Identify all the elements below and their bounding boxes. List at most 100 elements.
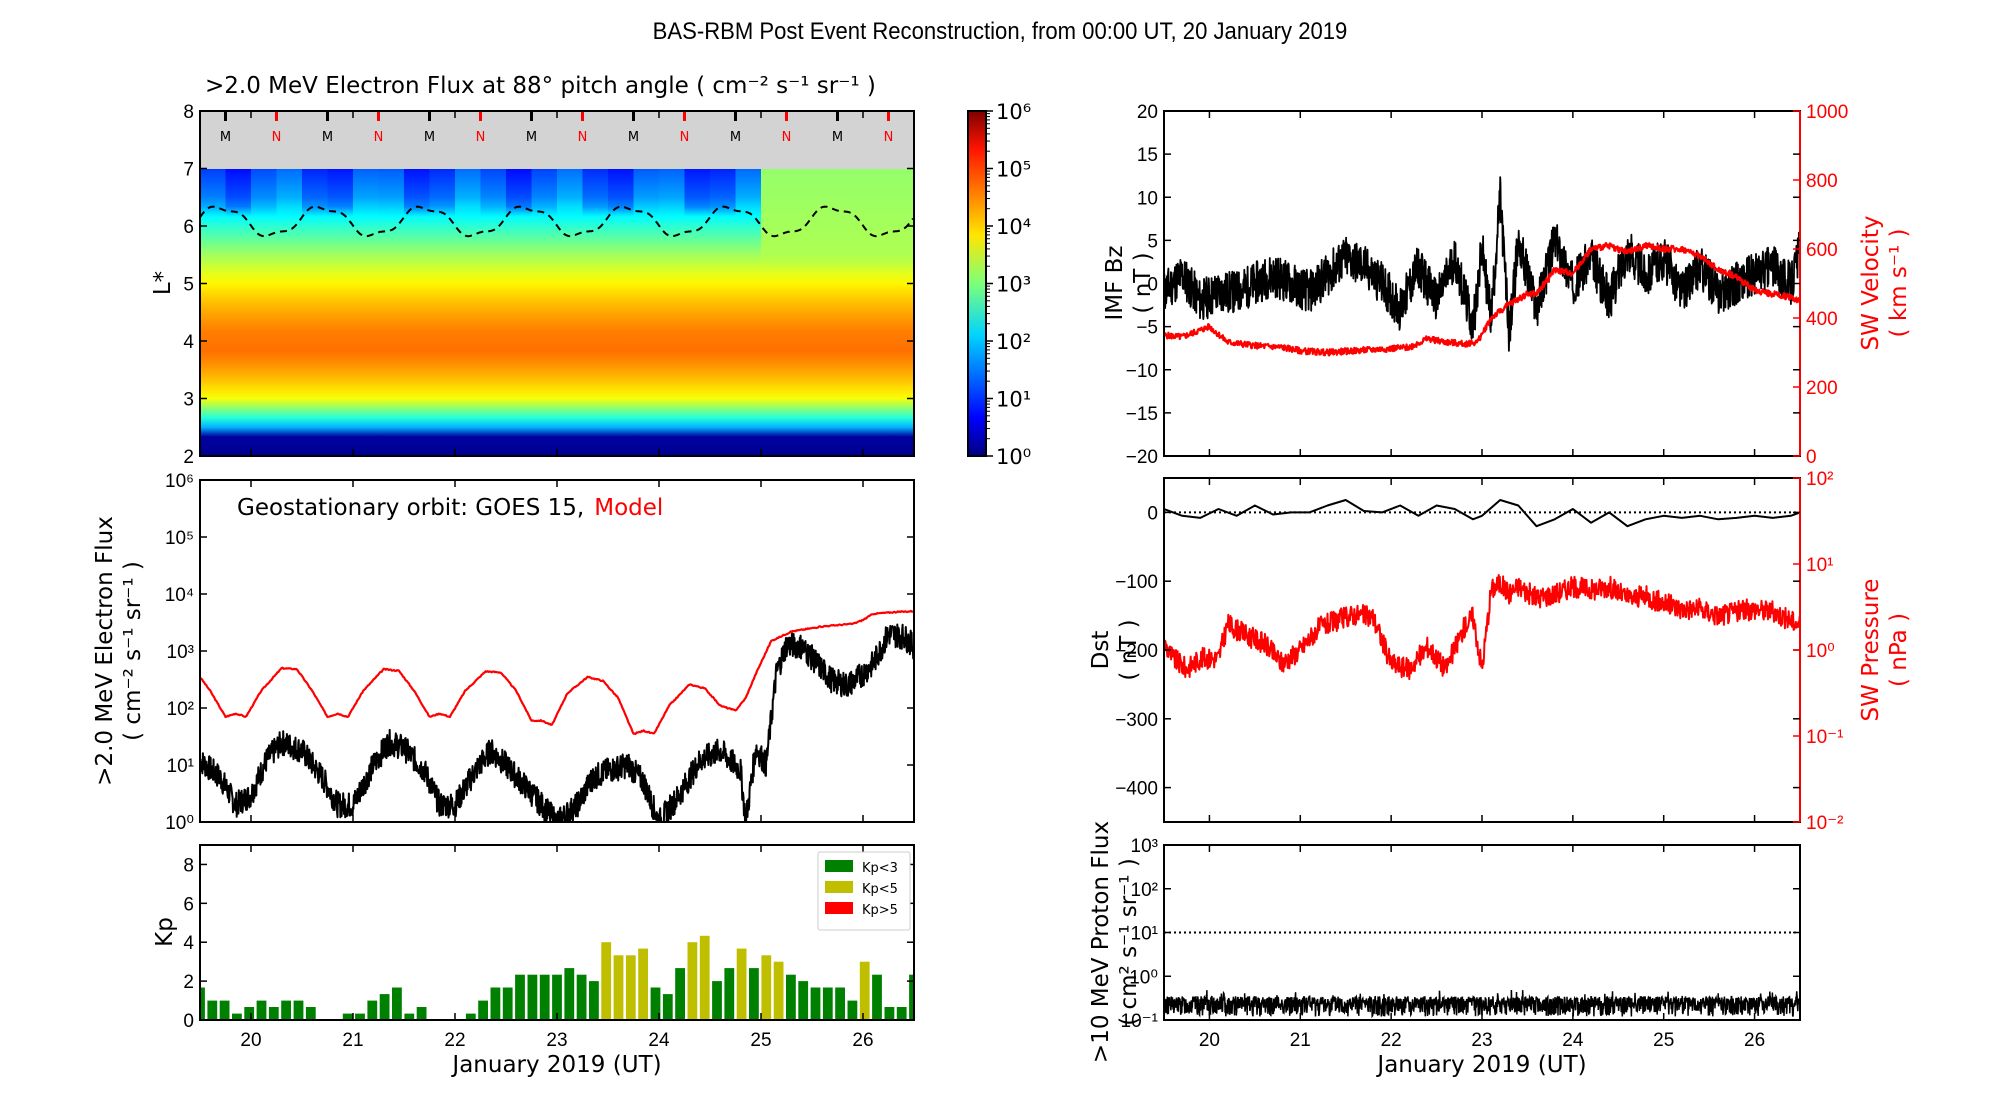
- imf-panel: −20 −15 −10 −5 0 5 10 15 20 0 200 400 600 800 1000 IM…: [1102, 102, 1912, 468]
- x-tick-label: 25: [1653, 1030, 1674, 1051]
- y-tick-label: −200: [1115, 641, 1158, 662]
- y2-tick-label: 1000: [1806, 102, 1848, 123]
- geo-y-ticks: 10⁰ 10¹ 10² 10³ 10⁴ 10⁵ 10⁶: [165, 471, 914, 834]
- y-tick-label: 10⁵: [165, 528, 194, 549]
- y-tick-label: 10⁴: [165, 585, 194, 606]
- colorbar-tick-label: 10⁴: [996, 215, 1031, 239]
- kp-bar: [749, 968, 759, 1020]
- kp-bar: [872, 974, 882, 1020]
- swv-ylabel-line2: ( km s⁻¹ ): [1886, 229, 1912, 338]
- y-tick-label: 4: [183, 332, 194, 353]
- spectrogram-image: [200, 169, 914, 456]
- y-tick-label: −100: [1115, 572, 1158, 593]
- kp-bar: [305, 1007, 316, 1020]
- colorbar-tick-label: 10³: [996, 273, 1031, 297]
- dst-x-ticks: [1208, 478, 1756, 822]
- kp-legend: Kp<3 Kp<5 Kp>5: [817, 851, 911, 931]
- kp-bar: [367, 1000, 378, 1020]
- kp-bar: [786, 974, 796, 1020]
- imf-bz-series: [1164, 176, 1800, 352]
- kp-bar: [909, 974, 914, 1020]
- y2-tick-label: 10²: [1806, 469, 1833, 490]
- kp-bar: [490, 987, 501, 1020]
- mlt-label: M: [832, 130, 843, 145]
- spectrogram-title: >2.0 MeV Electron Flux at 88° pitch angl…: [205, 73, 876, 99]
- mlt-label: M: [322, 130, 333, 145]
- kp-bar: [884, 1007, 895, 1020]
- x-tick-label: 20: [1199, 1030, 1220, 1051]
- colorbar-tick-label: 10¹: [996, 388, 1031, 412]
- x-tick-label: 23: [1471, 1030, 1492, 1051]
- y-tick-label: 10³: [1131, 836, 1158, 857]
- kp-bar: [564, 968, 575, 1020]
- kp-bar: [219, 1000, 230, 1020]
- legend-label: Kp<5: [862, 882, 898, 897]
- kp-bar: [638, 948, 648, 1020]
- colorbar: 10⁰ 10¹ 10² 10³ 10⁴ 10⁵ 10⁶: [967, 100, 1031, 469]
- kp-bar: [736, 948, 747, 1020]
- imf-x-ticks: [1208, 111, 1756, 456]
- proton-ylabel-line1: >10 MeV Proton Flux: [1088, 821, 1114, 1063]
- y-tick-label: 10²: [1131, 880, 1158, 901]
- sw-velocity-y-ticks: 0 200 400 600 800 1000: [1793, 102, 1848, 468]
- y-tick-label: 15: [1137, 145, 1158, 166]
- spectrogram-panel: >2.0 MeV Electron Flux at 88° pitch angl…: [150, 73, 915, 468]
- kp-bar: [699, 935, 710, 1020]
- kp-bar: [539, 974, 550, 1020]
- kp-bar: [281, 1000, 291, 1020]
- kp-bar: [798, 981, 809, 1020]
- kp-bar: [502, 987, 513, 1020]
- spectrogram-ylabel: L*: [150, 271, 176, 295]
- geo-flux-panel: Geostationary orbit: GOES 15, Model 10⁰10…: [92, 471, 915, 834]
- spectrogram-column: [786, 169, 813, 456]
- y-tick-label: 2: [183, 972, 194, 993]
- spectrogram-column: [251, 169, 278, 456]
- y2-tick-label: 10⁰: [1806, 641, 1835, 662]
- proton-ylabel-line2: ( cm² s⁻¹ sr⁻¹ ): [1116, 858, 1142, 1026]
- y-tick-label: 10⁰: [1129, 967, 1158, 988]
- legend-swatch: [825, 902, 853, 914]
- spectrogram-column: [378, 169, 405, 456]
- spectrogram-column: [302, 169, 329, 456]
- kp-bar: [835, 987, 845, 1020]
- y-tick-label: 0: [1147, 275, 1158, 296]
- colorbar-tick-label: 10⁰: [996, 445, 1031, 469]
- x-tick-label: 21: [342, 1030, 363, 1051]
- kp-bar: [244, 1007, 255, 1020]
- mlt-label: M: [526, 130, 537, 145]
- figure-title: BAS-RBM Post Event Reconstruction, from …: [652, 18, 1348, 45]
- mlt-label: M: [730, 130, 741, 145]
- spectrogram-column: [353, 169, 380, 456]
- mlt-label: M: [424, 130, 435, 145]
- y-tick-label: 10²: [167, 699, 194, 720]
- kp-bar: [724, 968, 735, 1020]
- kp-bar: [625, 955, 636, 1020]
- y-tick-label: 10¹: [167, 756, 194, 777]
- x-tick-label: 24: [1562, 1030, 1584, 1051]
- proton-panel: 10⁻¹ 10⁰ 10¹ 10² 10³ 20 21 22 23 24 25 26 >10 MeV …: [1088, 821, 1801, 1078]
- y-tick-label: −300: [1115, 710, 1158, 731]
- y-tick-label: 3: [183, 390, 194, 411]
- spectrogram-column: [761, 169, 788, 456]
- kp-bar: [822, 987, 833, 1020]
- kp-bar: [207, 1000, 218, 1020]
- mlt-label: N: [272, 130, 282, 145]
- kp-bar: [478, 1000, 488, 1020]
- kp-bar: [232, 1013, 242, 1020]
- spectrogram-column: [812, 169, 839, 456]
- mlt-label: N: [884, 130, 894, 145]
- kp-bar: [589, 981, 599, 1020]
- proton-x-ticks: 20 21 22 23 24 25 26: [1199, 845, 1765, 1051]
- dst-ylabel-line2: ( nT ): [1116, 619, 1142, 680]
- spectrogram-column: [863, 169, 890, 456]
- spectrogram-column: [608, 169, 635, 456]
- mlt-label: N: [578, 130, 588, 145]
- dst-y-ticks: −400 −300 −200 −100 0: [1115, 503, 1800, 800]
- spectrogram-column: [531, 169, 558, 456]
- kp-bar: [342, 1013, 353, 1020]
- spectrogram-column: [633, 169, 660, 456]
- colorbar-tick-label: 10²: [996, 330, 1031, 354]
- kp-bar: [810, 987, 821, 1020]
- kp-xlabel: January 2019 (UT): [450, 1052, 661, 1078]
